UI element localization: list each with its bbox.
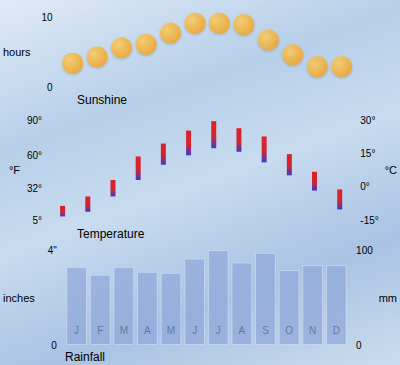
- svg-text:30°: 30°: [360, 115, 375, 126]
- svg-text:60°: 60°: [27, 150, 42, 161]
- svg-text:0: 0: [51, 340, 57, 351]
- svg-text:Sunshine: Sunshine: [77, 93, 127, 107]
- svg-text:mm: mm: [379, 292, 397, 304]
- svg-text:90°: 90°: [27, 115, 42, 126]
- svg-text:-15°: -15°: [360, 215, 378, 226]
- svg-text:15°: 15°: [360, 148, 375, 159]
- svg-text:°F: °F: [9, 164, 20, 176]
- svg-text:100: 100: [356, 245, 373, 256]
- svg-text:inches: inches: [3, 292, 35, 304]
- svg-text:hours: hours: [3, 46, 31, 58]
- svg-text:4": 4": [48, 245, 58, 256]
- svg-text:Rainfall: Rainfall: [65, 350, 105, 364]
- svg-text:0: 0: [47, 82, 53, 93]
- svg-text:10: 10: [41, 12, 53, 23]
- svg-text:Temperature: Temperature: [77, 227, 145, 241]
- svg-text:°C: °C: [385, 164, 397, 176]
- svg-text:32°: 32°: [27, 183, 42, 194]
- svg-text:5°: 5°: [32, 215, 42, 226]
- svg-text:0: 0: [356, 340, 362, 351]
- svg-text:0°: 0°: [360, 181, 370, 192]
